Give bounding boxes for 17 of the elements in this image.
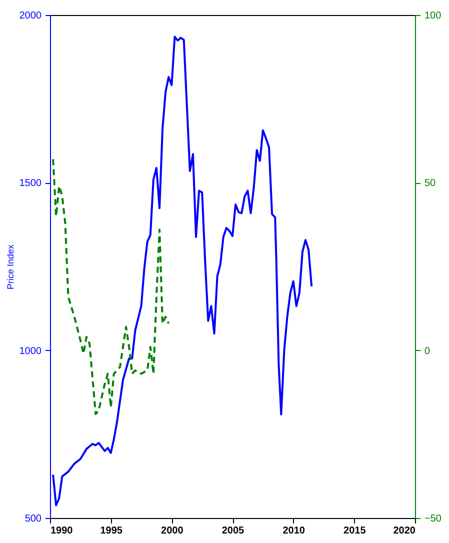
x-tick-label: 2005 [222, 526, 245, 536]
x-tick-label: 2020 [393, 526, 416, 536]
y-tick-label: 500 [24, 514, 42, 524]
y-tick-label: 2000 [19, 10, 42, 22]
y2-tick-label: 0 [424, 346, 430, 357]
y-tick-label: 1500 [19, 178, 42, 190]
line-series [52, 158, 170, 416]
y2-tick-label: 50 [424, 178, 436, 190]
y-tick-label: 1000 [19, 346, 42, 357]
x-tick-label: 2015 [344, 526, 366, 536]
x-tick-label: 1990 [50, 526, 74, 536]
y-axis-title: Price Index [5, 244, 16, 290]
x-tick-label: 2010 [282, 526, 306, 536]
y2-tick-label: −50 [424, 514, 442, 524]
x-tick-label: 1995 [100, 526, 123, 536]
x-tick-label: 2000 [161, 526, 184, 536]
y2-tick-label: 100 [424, 10, 442, 22]
